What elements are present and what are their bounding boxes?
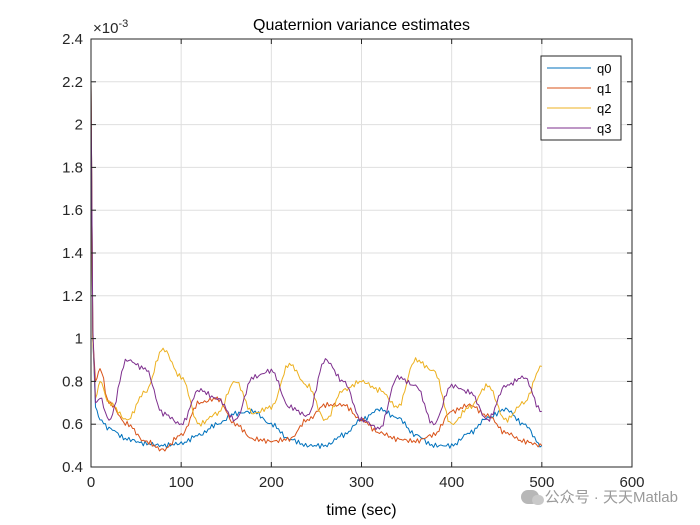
y-tick-labels: 0.4 0.6 0.8 1 1.2 1.4 1.6 1.8 2 2.2 2.4 — [62, 31, 83, 476]
y-exponent: -3 — [118, 18, 128, 30]
x-tick-label: 300 — [349, 474, 374, 491]
series-line-q0 — [90, 81, 543, 449]
watermark-text: 公众号 · 天天Matlab — [544, 489, 678, 506]
x-tick-label: 100 — [169, 474, 194, 491]
y-tick-label: 2.4 — [62, 31, 83, 48]
legend-box — [540, 55, 622, 141]
series-line-q3 — [90, 81, 542, 431]
y-multiplier: ×10 — [93, 20, 118, 37]
legend-label-q2: q2 — [597, 101, 611, 116]
x-axis-label: time (sec) — [326, 502, 396, 519]
wechat-icon — [520, 489, 544, 505]
series-group — [90, 81, 543, 452]
y-tick-label: 1.2 — [62, 288, 83, 305]
y-tick-label: 0.8 — [62, 373, 83, 390]
x-tick-label: 400 — [439, 474, 464, 491]
series-line-q1 — [90, 81, 543, 452]
x-tick-label: 600 — [619, 474, 644, 491]
legend: q0 q1 q2 q3 — [540, 55, 622, 141]
legend-label-q0: q0 — [597, 61, 611, 76]
y-tick-label: 1.8 — [62, 159, 83, 176]
y-tick-label: 0.4 — [62, 459, 83, 476]
y-tick-label: 1.6 — [62, 202, 83, 219]
y-tick-label: 2.2 — [62, 74, 83, 91]
watermark: 公众号 · 天天Matlab — [520, 486, 678, 507]
x-tick-label: 500 — [529, 474, 554, 491]
legend-label-q1: q1 — [597, 81, 611, 96]
x-tick-label: 0 — [87, 474, 95, 491]
x-tick-label: 200 — [259, 474, 284, 491]
y-tick-label: 1 — [75, 331, 83, 348]
tick-marks — [90, 38, 633, 468]
legend-label-q3: q3 — [597, 121, 611, 136]
y-tick-label: 2 — [75, 117, 83, 134]
x-tick-labels: 0 100 200 300 400 500 600 — [87, 474, 645, 491]
chart-title: Quaternion variance estimates — [253, 17, 470, 34]
y-tick-label: 0.6 — [62, 416, 83, 433]
y-exponent-label: ×10-3 — [93, 18, 128, 37]
series-line-q2 — [90, 81, 542, 427]
y-tick-label: 1.4 — [62, 245, 83, 262]
